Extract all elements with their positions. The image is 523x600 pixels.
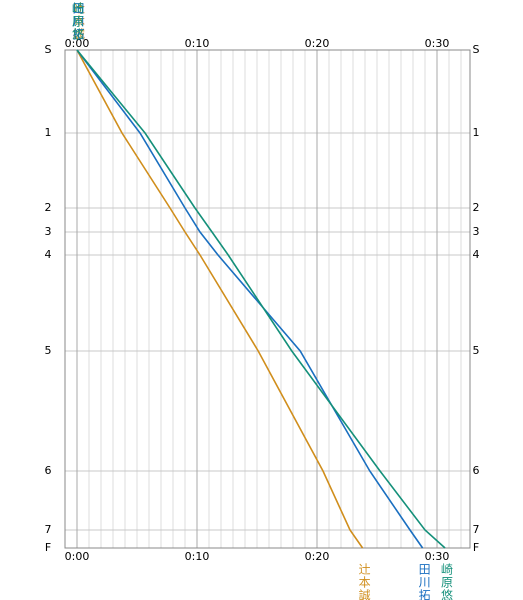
y-tick-label-right: 4 (473, 248, 480, 261)
x-tick-label-bottom: 0:10 (185, 550, 210, 563)
x-tick-label: 0:10 (185, 37, 210, 50)
x-tick-label-bottom: 0:00 (65, 550, 90, 563)
y-tick-label-right: 5 (473, 344, 480, 357)
y-tick-label-right: 2 (473, 201, 480, 214)
y-tick-label: 6 (45, 464, 52, 477)
runner-end-label: 崎原悠 (440, 563, 454, 600)
y-tick-label: 2 (45, 201, 52, 214)
y-tick-label-right: 7 (473, 523, 480, 536)
runner-line (76, 49, 424, 549)
runner-start-label: 田川拓 (71, 2, 85, 41)
runner-end-label: 辻本誠 (357, 563, 371, 600)
y-tick-label: 7 (45, 523, 52, 536)
x-tick-label: 0:00 (65, 37, 90, 50)
y-tick-label: 3 (45, 225, 52, 238)
runner-line (76, 49, 446, 549)
x-tick-label-bottom: 0:30 (425, 550, 450, 563)
y-tick-label-right: S (473, 43, 480, 56)
y-tick-label: S (45, 43, 52, 56)
y-tick-label: 4 (45, 248, 52, 261)
y-tick-label-right: 3 (473, 225, 480, 238)
y-tick-label-right: F (473, 541, 479, 554)
y-tick-label: 5 (45, 344, 52, 357)
runner-start-label: 崎原悠 (71, 2, 85, 41)
x-tick-label-bottom: 0:20 (305, 550, 330, 563)
y-tick-label-right: 1 (473, 126, 480, 139)
plot-border (64, 49, 471, 549)
runner-end-label: 田川拓 (417, 563, 431, 600)
runner-start-label: 辻本誠 (72, 2, 86, 41)
y-tick-label-right: 6 (473, 464, 480, 477)
runner-line (76, 49, 364, 549)
y-tick-label: F (45, 541, 51, 554)
x-tick-label: 0:30 (425, 37, 450, 50)
x-tick-label: 0:20 (305, 37, 330, 50)
y-tick-label: 1 (45, 126, 52, 139)
